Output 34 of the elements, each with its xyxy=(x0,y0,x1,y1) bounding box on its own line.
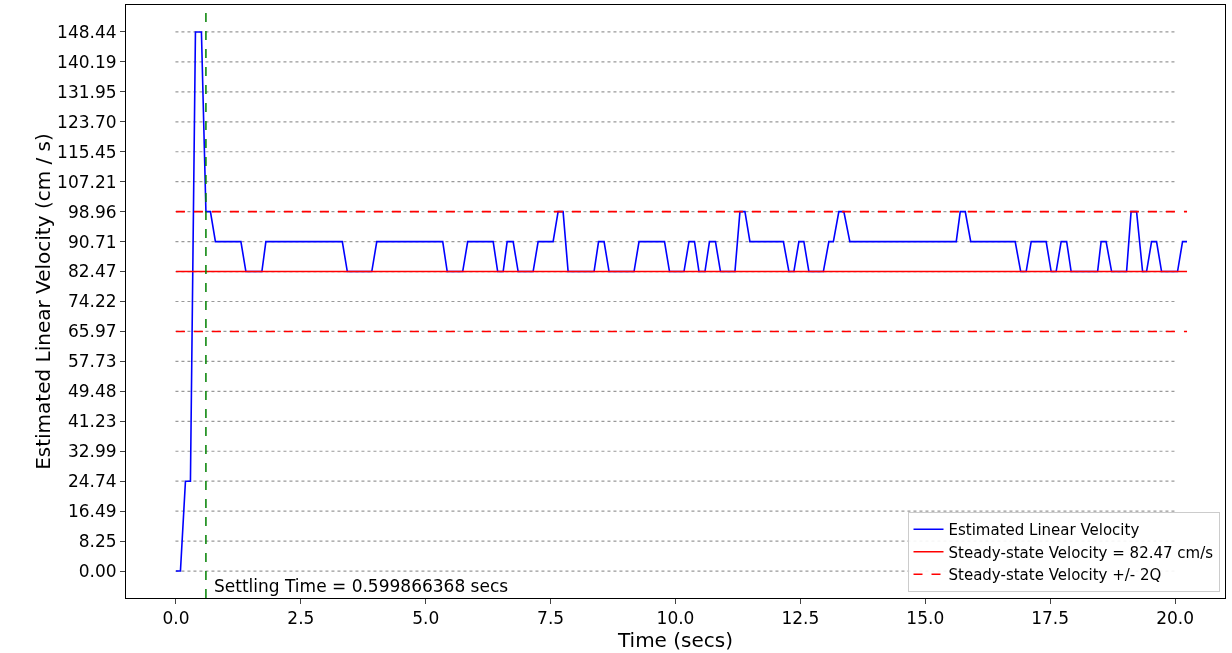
y-tick-label: 8.25 xyxy=(78,531,117,552)
y-tick-label: 24.74 xyxy=(67,471,117,492)
x-tick-label: 15.0 xyxy=(906,608,945,629)
x-tick-label: 17.5 xyxy=(1031,608,1070,629)
y-axis-title: Estimated Linear Velocity (cm / s) xyxy=(31,133,56,470)
y-tick-label: 115.45 xyxy=(57,141,117,162)
y-tick-label: 57.73 xyxy=(67,351,117,372)
y-tick-label: 107.21 xyxy=(57,171,117,192)
y-tick-label: 0.00 xyxy=(78,561,117,581)
legend-label: Estimated Linear Velocity xyxy=(948,521,1140,540)
legend-label: Steady-state Velocity = 82.47 cm/s xyxy=(948,543,1214,562)
x-tick-label: 2.5 xyxy=(287,608,315,629)
legend-label: Steady-state Velocity +/- 2Q xyxy=(948,566,1162,585)
y-tick-label: 49.48 xyxy=(67,381,117,402)
x-axis-title: Time (secs) xyxy=(616,628,734,653)
x-tick-label: 20.0 xyxy=(1156,608,1194,629)
y-tick-label: 148.44 xyxy=(57,21,117,42)
y-tick-label: 74.22 xyxy=(67,291,117,312)
x-tick-label: 7.5 xyxy=(537,608,565,629)
y-tick-label: 131.95 xyxy=(57,81,117,102)
y-tick-label: 16.49 xyxy=(67,501,117,522)
x-tick-label: 0.0 xyxy=(162,608,190,629)
y-tick-label: 65.97 xyxy=(67,321,117,342)
x-tick-label: 5.0 xyxy=(412,608,440,629)
y-tick-label: 90.71 xyxy=(67,231,117,252)
x-tick-label: 12.5 xyxy=(781,608,820,629)
y-tick-label: 123.70 xyxy=(57,111,117,132)
x-tick-label: 10.0 xyxy=(656,608,695,629)
y-tick-label: 140.19 xyxy=(57,51,117,72)
y-tick-label: 41.23 xyxy=(67,411,117,432)
y-tick-label: 82.47 xyxy=(67,261,117,282)
ref-line-label: Settling Time = 0.599866368 secs xyxy=(214,576,509,596)
y-tick-label: 98.96 xyxy=(67,201,117,222)
y-tick-label: 32.99 xyxy=(67,441,117,462)
